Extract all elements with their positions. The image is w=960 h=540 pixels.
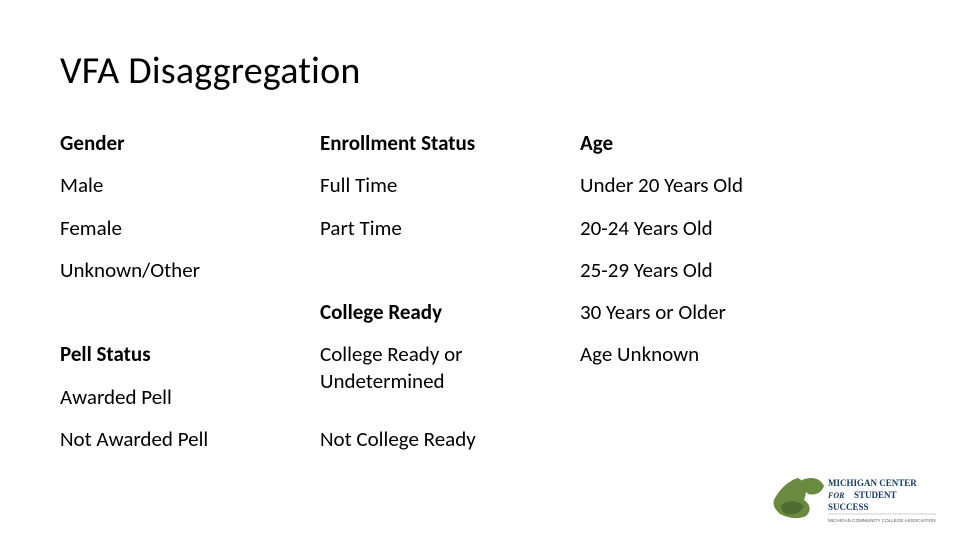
svg-text:SUCCESS: SUCCESS bbox=[828, 502, 869, 512]
table-row: Male Full Time Under 20 Years Old bbox=[60, 164, 900, 206]
svg-text:MICHIGAN COMMUNITY COLLEGE ASS: MICHIGAN COMMUNITY COLLEGE ASSOCIATION bbox=[828, 518, 936, 523]
cell bbox=[320, 249, 580, 291]
svg-text:MICHIGAN CENTER: MICHIGAN CENTER bbox=[828, 478, 917, 488]
cell: Full Time bbox=[320, 164, 580, 206]
cell: Age Unknown bbox=[580, 333, 900, 375]
table-row: Unknown/Other 25-29 Years Old bbox=[60, 249, 900, 291]
table-row: College Ready 30 Years or Older bbox=[60, 291, 900, 333]
cell: Male bbox=[60, 164, 320, 206]
svg-text:STUDENT: STUDENT bbox=[854, 490, 897, 500]
cell: Unknown/Other bbox=[60, 249, 320, 291]
table-row: Gender Enrollment Status Age bbox=[60, 122, 900, 164]
cell: Not Awarded Pell bbox=[60, 418, 320, 460]
cell: Female bbox=[60, 207, 320, 249]
cell-header-gender: Gender bbox=[60, 122, 320, 164]
logo-michigan-center: MICHIGAN CENTER FOR STUDENT SUCCESS MICH… bbox=[768, 470, 938, 530]
cell-header-age: Age bbox=[580, 122, 900, 164]
cell bbox=[580, 418, 900, 460]
cell: 20-24 Years Old bbox=[580, 207, 900, 249]
table-row: Female Part Time 20-24 Years Old bbox=[60, 207, 900, 249]
cell bbox=[60, 291, 320, 333]
cell: 25-29 Years Old bbox=[580, 249, 900, 291]
disaggregation-table: Gender Enrollment Status Age Male Full T… bbox=[60, 122, 900, 460]
cell: College Ready or Undetermined bbox=[320, 333, 580, 418]
svg-text:FOR: FOR bbox=[827, 491, 845, 500]
table-row: Not Awarded Pell Not College Ready bbox=[60, 418, 900, 460]
page-title: VFA Disaggregation bbox=[60, 48, 900, 94]
cell-header-college-ready: College Ready bbox=[320, 291, 580, 333]
cell: Part Time bbox=[320, 207, 580, 249]
cell-header-pell: Pell Status bbox=[60, 333, 320, 375]
cell: 30 Years or Older bbox=[580, 291, 900, 333]
cell: Under 20 Years Old bbox=[580, 164, 900, 206]
table-row: Pell Status College Ready or Undetermine… bbox=[60, 333, 900, 375]
cell: Not College Ready bbox=[320, 418, 580, 460]
cell-header-enrollment: Enrollment Status bbox=[320, 122, 580, 164]
cell bbox=[580, 376, 900, 418]
cell: Awarded Pell bbox=[60, 376, 320, 418]
